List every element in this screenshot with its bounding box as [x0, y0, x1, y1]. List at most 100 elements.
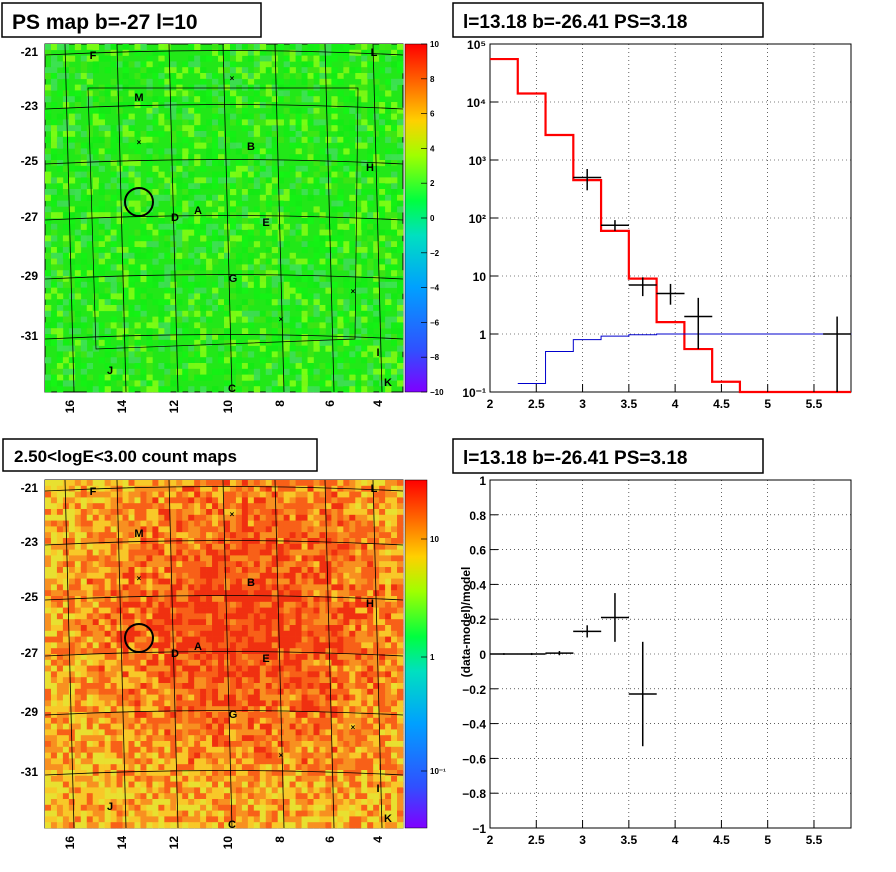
heatmap-cell — [355, 305, 362, 312]
heatmap-cell — [86, 665, 94, 672]
heatmap-cell — [224, 310, 231, 317]
heatmap-cell — [182, 223, 189, 230]
heatmap-cell — [289, 532, 296, 539]
heatmap-cell — [110, 683, 117, 690]
heatmap-cell — [68, 276, 76, 283]
heatmap-cell — [194, 287, 201, 294]
heatmap-cell — [104, 723, 111, 730]
heatmap-cell — [307, 96, 314, 103]
heatmap-cell — [146, 700, 153, 707]
heatmap-cell — [92, 555, 99, 562]
heatmap-cell — [200, 601, 207, 608]
heatmap-cell — [194, 619, 201, 626]
heatmap-cell — [301, 386, 308, 393]
heatmap-cell — [140, 630, 147, 637]
heatmap-cell — [224, 90, 231, 97]
heatmap-cell — [116, 503, 123, 510]
heatmap-cell — [122, 706, 129, 713]
heatmap-cell — [391, 270, 398, 277]
heatmap-cell — [146, 514, 153, 521]
heatmap-cell — [391, 84, 398, 91]
heatmap-cell — [158, 380, 165, 387]
heatmap-cell — [110, 96, 117, 103]
heatmap-cell — [86, 380, 94, 387]
heatmap-cell — [247, 264, 255, 271]
heatmap-cell — [128, 264, 135, 271]
heatmap-cell — [182, 596, 189, 603]
heatmap-cell — [235, 746, 243, 753]
heatmap-cell — [355, 142, 362, 149]
heatmap-cell — [247, 549, 255, 556]
heatmap-cell — [128, 607, 135, 614]
heatmap-cell — [212, 613, 219, 620]
heatmap-cell — [146, 206, 153, 213]
heatmap-cell — [241, 625, 249, 632]
heatmap-cell — [176, 532, 183, 539]
heatmap-cell — [259, 775, 267, 782]
heatmap-cell — [182, 258, 189, 265]
heatmap-cell — [283, 339, 290, 346]
heatmap-cell — [122, 764, 129, 771]
heatmap-cell — [86, 503, 94, 510]
heatmap-cell — [212, 509, 219, 516]
heatmap-cell — [253, 276, 261, 283]
heatmap-cell — [104, 299, 111, 306]
heatmap-cell — [86, 625, 94, 632]
heatmap-cell — [235, 712, 243, 719]
heatmap-cell — [271, 799, 278, 806]
heatmap-cell — [104, 735, 111, 742]
heatmap-cell — [313, 345, 320, 352]
heatmap-cell — [134, 310, 141, 317]
heatmap-cell — [92, 514, 99, 521]
y-tick-label: 10 — [473, 270, 487, 284]
heatmap-cell — [355, 247, 362, 254]
heatmap-cell — [164, 775, 171, 782]
heatmap-cell — [283, 357, 290, 364]
heatmap-cell — [229, 229, 237, 236]
heatmap-cell — [116, 102, 123, 109]
heatmap-cell — [200, 590, 207, 597]
heatmap-cell — [74, 264, 82, 271]
heatmap-cell — [259, 270, 267, 277]
heatmap-cell — [170, 694, 177, 701]
heatmap-cell — [68, 328, 76, 335]
heatmap-cell — [110, 212, 117, 219]
heatmap-cell — [289, 630, 296, 637]
heatmap-cell — [56, 491, 64, 498]
heatmap-cell — [379, 102, 386, 109]
heatmap-cell — [56, 509, 64, 516]
heatmap-cell — [259, 561, 267, 568]
heatmap-cell — [355, 339, 362, 346]
heatmap-cell — [253, 368, 261, 375]
heatmap-cell — [98, 247, 105, 254]
heatmap-cell — [229, 241, 237, 248]
heatmap-cell — [319, 223, 326, 230]
heatmap-cell — [349, 374, 356, 381]
heatmap-cell — [146, 345, 153, 352]
heatmap-cell — [241, 316, 249, 323]
heatmap-cell — [170, 549, 177, 556]
heatmap-cell — [277, 596, 284, 603]
heatmap-cell — [355, 212, 362, 219]
heatmap-cell — [56, 630, 64, 637]
heatmap-cell — [98, 526, 105, 533]
heatmap-cell — [385, 293, 392, 300]
heatmap-cell — [212, 194, 219, 201]
heatmap-cell — [122, 601, 129, 608]
heatmap-cell — [325, 345, 332, 352]
heatmap-cell — [68, 625, 76, 632]
heatmap-cell — [68, 555, 76, 562]
heatmap-cell — [62, 758, 70, 765]
heatmap-cell — [188, 310, 195, 317]
heatmap-cell — [146, 712, 153, 719]
heatmap-cell — [295, 96, 302, 103]
heatmap-cell — [188, 276, 195, 283]
heatmap-cell — [200, 374, 207, 381]
heatmap-cell — [271, 787, 278, 794]
heatmap-cell — [182, 90, 189, 97]
heatmap-cell — [128, 793, 135, 800]
heatmap-cell — [128, 590, 135, 597]
heatmap-cell — [391, 374, 398, 381]
heatmap-cell — [140, 194, 147, 201]
heatmap-cell — [253, 671, 261, 678]
